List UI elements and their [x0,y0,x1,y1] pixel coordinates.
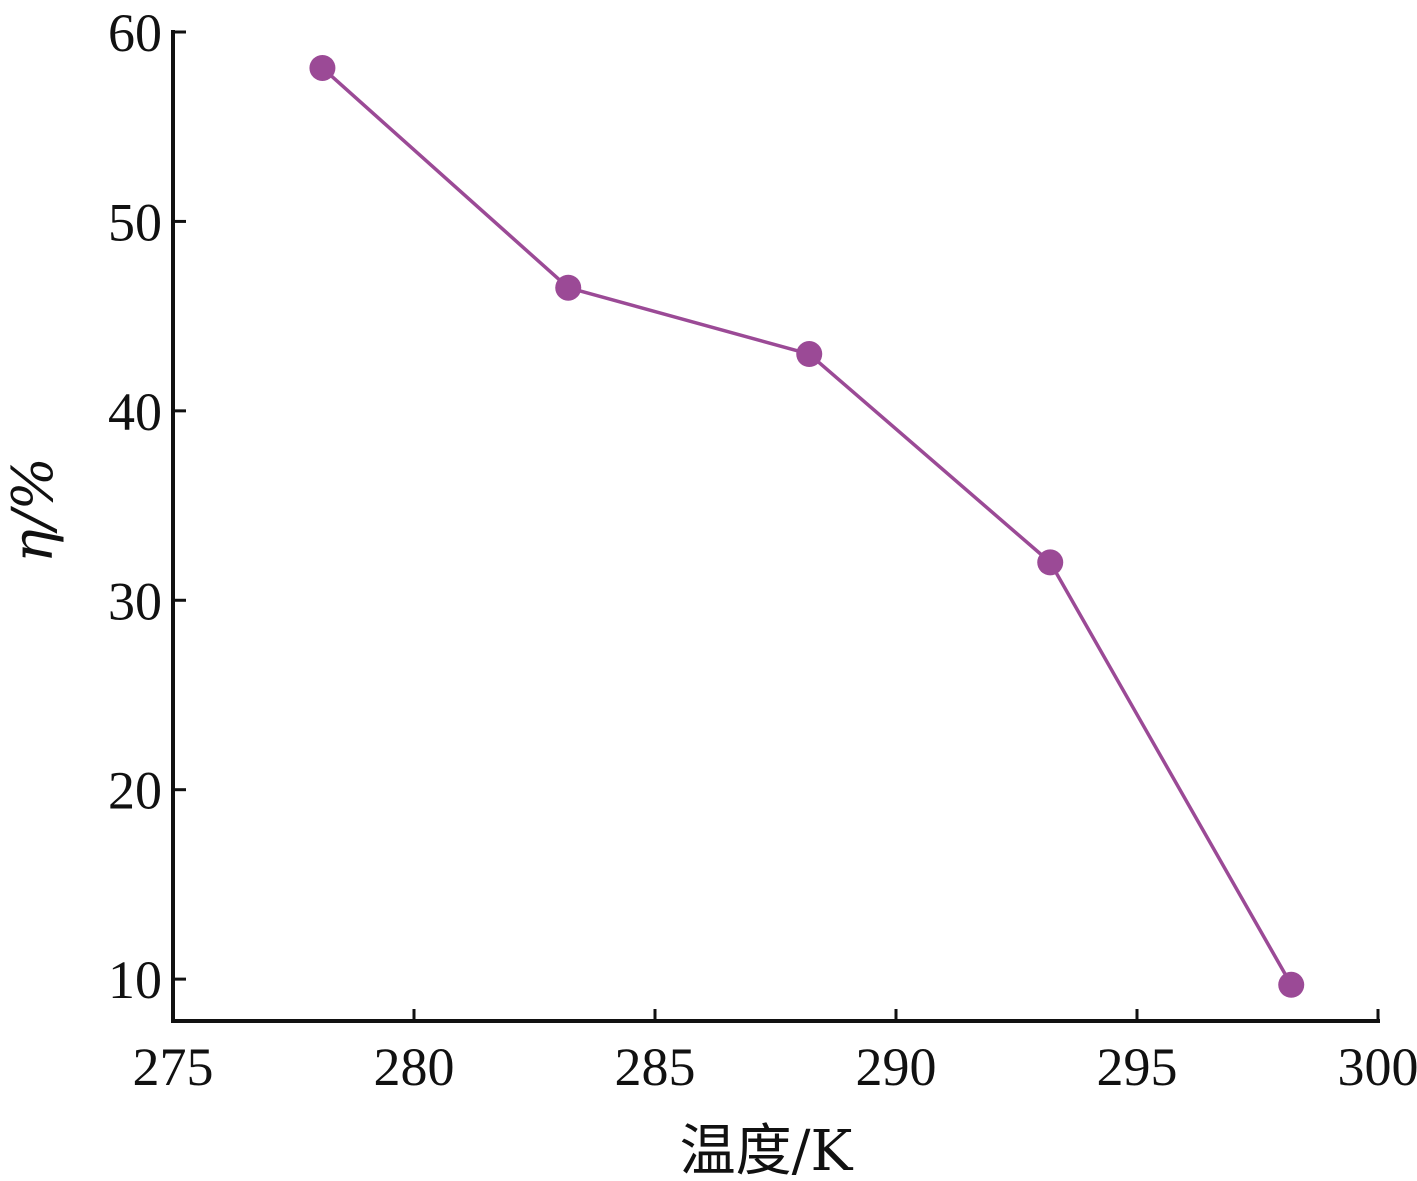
x-tick-label: 295 [1097,1037,1178,1097]
x-tick-label: 285 [615,1037,696,1097]
x-tick-label: 300 [1338,1037,1417,1097]
data-point [796,341,823,368]
y-tick-label: 60 [108,3,162,63]
x-tick-label: 280 [374,1037,455,1097]
data-point [555,274,582,301]
series-layer [309,54,1305,998]
series-line [321,66,1293,986]
data-point [1037,549,1064,576]
y-tick-label: 10 [108,950,162,1010]
x-tick-label: 275 [133,1037,214,1097]
y-tick-label: 20 [108,761,162,821]
y-axis-title: η/% [1,457,66,563]
ticks: 275 280 285 290 295 300 10 20 30 40 50 60 [108,3,1417,1097]
x-tick-label: 290 [856,1037,937,1097]
data-point [1278,971,1305,998]
y-tick-label: 40 [108,382,162,442]
y-tick-label: 30 [108,571,162,631]
y-tick-label: 50 [108,192,162,252]
data-point [309,54,336,81]
x-axis-title: 温度/K [680,1119,854,1181]
axes [171,30,1380,1023]
